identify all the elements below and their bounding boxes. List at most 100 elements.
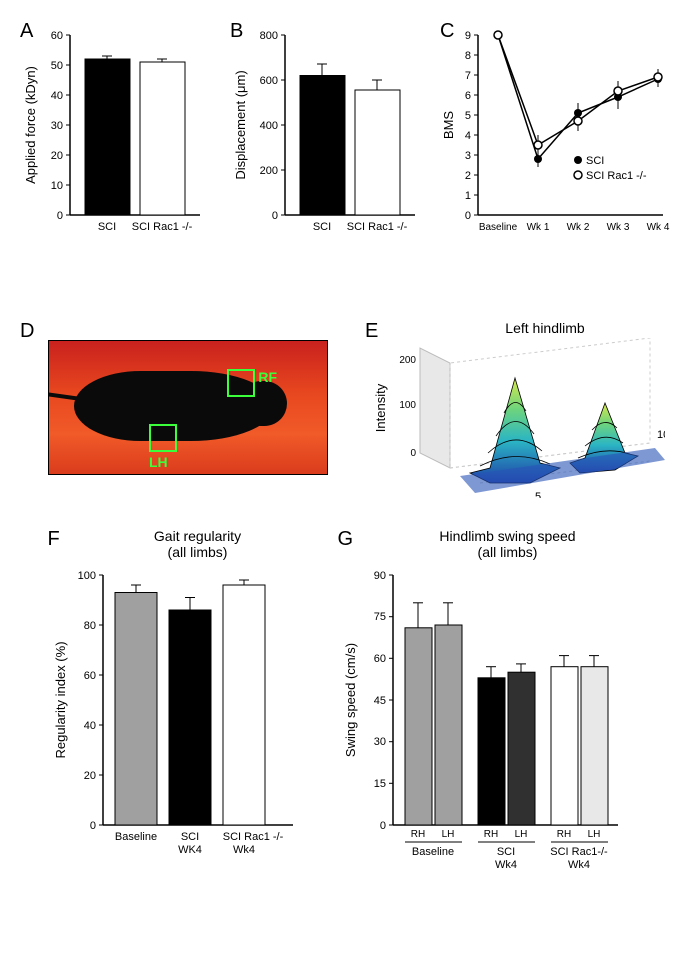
panel-a-chart: 0 10 20 30 40 50 60 Applied force (kDyn) (20, 20, 220, 265)
svg-text:RH: RH (483, 829, 497, 840)
mouse-label-rf: RF (258, 369, 277, 385)
panel-e-ylabel: Intensity (373, 383, 388, 432)
mouse-image: RF LH (48, 340, 328, 475)
panel-f: F Gait regularity (all limbs) 0 20 40 60… (48, 528, 308, 880)
svg-text:Wk 1: Wk 1 (527, 222, 550, 233)
svg-text:SCI Rac1 -/-: SCI Rac1 -/- (586, 170, 647, 182)
svg-text:45: 45 (373, 695, 385, 707)
svg-text:20: 20 (83, 770, 95, 782)
svg-text:Baseline: Baseline (411, 846, 453, 858)
panel-f-ylabel: Regularity index (%) (53, 641, 68, 758)
svg-text:6: 6 (465, 90, 471, 102)
svg-text:Wk4: Wk4 (495, 859, 517, 871)
panel-e-3d: 0 100 200 Intensity (365, 338, 665, 498)
svg-text:5: 5 (465, 110, 471, 122)
svg-text:WK4: WK4 (178, 844, 202, 856)
svg-text:800: 800 (260, 30, 278, 42)
svg-text:Wk4: Wk4 (233, 844, 255, 856)
panel-g-chart: 0 15 30 45 60 75 90 Swing speed (cm/s) (338, 560, 638, 880)
panel-f-subtitle: (all limbs) (168, 544, 228, 560)
panel-f-label: F (48, 528, 60, 551)
panel-c-legend: SCI SCI Rac1 -/- (574, 155, 647, 182)
svg-text:SCI Rac1 -/-: SCI Rac1 -/- (222, 831, 283, 843)
svg-text:0: 0 (379, 820, 385, 832)
panel-g: G Hindlimb swing speed (all limbs) 0 15 … (338, 528, 638, 880)
svg-text:80: 80 (83, 620, 95, 632)
panel-a-xlabel-1: SCI Rac1 -/- (132, 221, 193, 233)
svg-text:Baseline: Baseline (479, 222, 518, 233)
svg-text:RH: RH (410, 829, 424, 840)
svg-text:0: 0 (89, 820, 95, 832)
svg-text:LH: LH (441, 829, 454, 840)
panel-b-xlabel-1: SCI Rac1 -/- (347, 221, 408, 233)
panel-a-label: A (20, 20, 33, 43)
svg-text:90: 90 (373, 570, 385, 582)
panel-a-xlabel-0: SCI (98, 221, 116, 233)
svg-text:1: 1 (465, 190, 471, 202)
svg-text:SCI Rac1-/-: SCI Rac1-/- (550, 846, 608, 858)
svg-text:LH: LH (514, 829, 527, 840)
panel-b-xlabel-0: SCI (313, 221, 331, 233)
svg-text:8: 8 (465, 50, 471, 62)
svg-text:0: 0 (465, 210, 471, 222)
panel-f-title: Gait regularity (154, 528, 241, 544)
svg-text:60: 60 (373, 653, 385, 665)
svg-text:0: 0 (410, 448, 416, 459)
svg-text:7: 7 (465, 70, 471, 82)
panel-d: D RF LH (20, 320, 345, 498)
svg-text:4: 4 (465, 130, 471, 142)
svg-text:100: 100 (77, 570, 95, 582)
panel-a-yticks: 0 10 20 30 40 50 60 (51, 30, 70, 222)
svg-text:Wk 2: Wk 2 (567, 222, 590, 233)
panel-a-bar-sci (85, 59, 130, 215)
panel-g-title: Hindlimb swing speed (439, 528, 575, 544)
panel-a: A 0 10 20 30 40 50 60 Applied force (kDy… (20, 20, 220, 265)
panel-b: B 0 200 400 600 800 Displacement (μm) (230, 20, 430, 265)
panel-g-ylabel: Swing speed (cm/s) (343, 643, 358, 757)
svg-text:10: 10 (657, 429, 665, 441)
svg-text:600: 600 (260, 75, 278, 87)
panel-a-bar-rac1 (140, 62, 185, 215)
panel-e-title: Left hindlimb (425, 320, 665, 336)
svg-text:Wk4: Wk4 (568, 859, 590, 871)
panel-e: E Left hindlimb 0 (365, 320, 665, 498)
panel-b-bar-sci (300, 76, 345, 216)
svg-text:0: 0 (57, 210, 63, 222)
panel-a-ylabel: Applied force (kDyn) (23, 66, 38, 184)
svg-text:60: 60 (51, 30, 63, 42)
panel-c-chart: 0 1 2 3 4 5 6 7 8 9 BMS Baseline Wk 1 Wk… (440, 20, 670, 265)
mouse-box-lh (149, 424, 177, 452)
svg-text:10: 10 (51, 180, 63, 192)
panel-e-label: E (365, 320, 378, 343)
panel-g-subtitle: (all limbs) (478, 544, 538, 560)
svg-text:60: 60 (83, 670, 95, 682)
svg-text:20: 20 (51, 150, 63, 162)
svg-text:50: 50 (51, 60, 63, 72)
svg-text:100: 100 (399, 400, 416, 411)
svg-text:30: 30 (373, 736, 385, 748)
panel-b-chart: 0 200 400 600 800 Displacement (μm) SCI … (230, 20, 430, 265)
svg-text:Wk 4: Wk 4 (647, 222, 670, 233)
svg-text:9: 9 (465, 30, 471, 42)
svg-text:5: 5 (535, 491, 541, 498)
panel-c-ylabel: BMS (441, 111, 456, 140)
svg-text:SCI: SCI (180, 831, 198, 843)
panel-c-label: C (440, 20, 454, 43)
panel-b-ylabel: Displacement (μm) (233, 70, 248, 179)
svg-text:3: 3 (465, 150, 471, 162)
svg-text:200: 200 (260, 165, 278, 177)
panel-g-label: G (338, 528, 354, 551)
panel-b-label: B (230, 20, 243, 43)
mouse-box-rf (227, 369, 255, 397)
svg-text:200: 200 (399, 355, 416, 366)
svg-text:0: 0 (272, 210, 278, 222)
panel-b-bar-rac1 (355, 90, 400, 215)
svg-text:2: 2 (465, 170, 471, 182)
svg-text:LH: LH (587, 829, 600, 840)
svg-text:Wk 3: Wk 3 (607, 222, 630, 233)
mouse-label-lh: LH (149, 454, 168, 470)
panel-f-chart: 0 20 40 60 80 100 Regularity index (%) B… (48, 560, 308, 880)
svg-text:15: 15 (373, 778, 385, 790)
svg-text:400: 400 (260, 120, 278, 132)
svg-text:30: 30 (51, 120, 63, 132)
